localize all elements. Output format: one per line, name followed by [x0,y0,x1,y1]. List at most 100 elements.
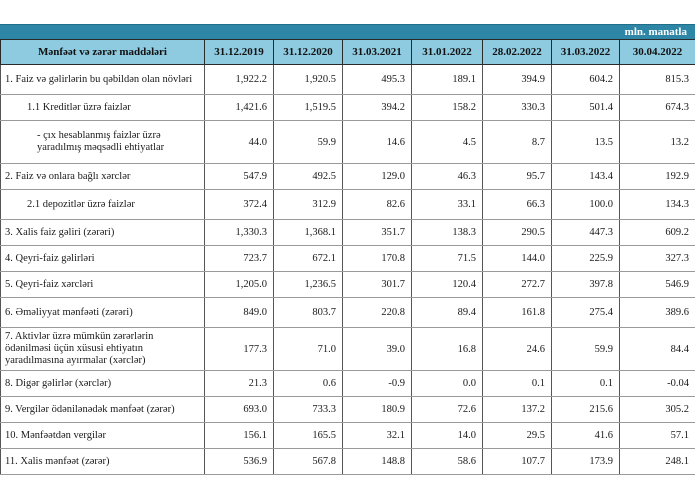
row-value: 1,922.2 [204,64,274,95]
row-value: 100.0 [551,189,620,220]
row-value: 33.1 [411,189,483,220]
row-value: 351.7 [342,219,412,246]
row-value: 604.2 [551,64,620,95]
row-value: 723.7 [204,245,274,272]
row-value: 733.3 [273,396,343,423]
row-value: 492.5 [273,163,343,190]
row-value: 137.2 [482,396,552,423]
row-value: 95.7 [482,163,552,190]
row-value: 0.1 [551,370,620,397]
row-value: 672.1 [273,245,343,272]
header-date-column: 31.03.2022 [551,39,620,65]
row-value: 13.2 [619,120,695,164]
row-value: 275.4 [551,297,620,328]
row-value: 248.1 [619,448,695,475]
row-value: 609.2 [619,219,695,246]
top-strip [0,0,695,9]
row-value: 29.5 [482,422,552,449]
row-value: 389.6 [619,297,695,328]
row-value: 14.6 [342,120,412,164]
table-row: 7. Aktivlər üzrə mümkün zərərlərin ödəni… [0,327,695,371]
row-value: 849.0 [204,297,274,328]
row-value: -0.04 [619,370,695,397]
row-value: 41.6 [551,422,620,449]
row-value: 4.5 [411,120,483,164]
table-row: 1.1 Kreditlər üzrə faizlər 1,421.6 1,519.5… [0,94,695,121]
row-value: 134.3 [619,189,695,220]
row-label: 9. Vergilər ödənilənədək mənfəət (zərər) [0,396,205,423]
row-label: 1.1 Kreditlər üzrə faizlər [0,94,205,121]
table-row: 2.1 depozitlər üzrə faizlər 372.4 312.9 82.… [0,189,695,220]
row-value: 330.3 [482,94,552,121]
row-value: 46.3 [411,163,483,190]
row-value: 1,330.3 [204,219,274,246]
table-row: 4. Qeyri-faiz gəlirləri 723.7 672.1 170.8 71… [0,245,695,272]
row-value: 1,368.1 [273,219,343,246]
row-value: 173.9 [551,448,620,475]
row-value: 59.9 [273,120,343,164]
row-value: 144.0 [482,245,552,272]
row-value: 84.4 [619,327,695,371]
table-row: 3. Xalis faiz gəliri (zərəri) 1,330.3 1,36… [0,219,695,246]
row-value: 71.5 [411,245,483,272]
row-value: 138.3 [411,219,483,246]
row-value: 59.9 [551,327,620,371]
row-label: 5. Qeyri-faiz xərcləri [0,271,205,298]
row-value: 158.2 [411,94,483,121]
unit-label: mln. manatla [624,26,687,38]
table-row: 6. Əməliyyat mənfəəti (zərəri) 849.0 803.7… [0,297,695,328]
header-item-column: Mənfəət və zərər maddələri [0,39,205,65]
row-value: 165.5 [273,422,343,449]
row-value: 0.0 [411,370,483,397]
row-value: 129.0 [342,163,412,190]
row-value: 71.0 [273,327,343,371]
row-value: 547.9 [204,163,274,190]
row-label: 6. Əməliyyat mənfəəti (zərəri) [0,297,205,328]
row-value: 0.6 [273,370,343,397]
row-value: 120.4 [411,271,483,298]
row-value: 189.1 [411,64,483,95]
row-value: 170.8 [342,245,412,272]
table-row: 2. Faiz və onlara bağlı xərclər 547.9 492.… [0,163,695,190]
header-date-column: 30.04.2022 [619,39,695,65]
row-value: 13.5 [551,120,620,164]
row-value: 290.5 [482,219,552,246]
row-value: 1,421.6 [204,94,274,121]
row-value: 394.2 [342,94,412,121]
row-value: 16.8 [411,327,483,371]
row-label: 1. Faiz və gəlirlərin bu qəbildən olan n… [0,64,205,95]
row-value: 72.6 [411,396,483,423]
row-value: 693.0 [204,396,274,423]
row-value: 305.2 [619,396,695,423]
row-value: 89.4 [411,297,483,328]
table-row: 11. Xalis mənfəət (zərər) 536.9 567.8 148.8… [0,448,695,475]
row-value: 58.6 [411,448,483,475]
header-date-column: 31.01.2022 [411,39,483,65]
row-label: 11. Xalis mənfəət (zərər) [0,448,205,475]
table-row: 5. Qeyri-faiz xərcləri 1,205.0 1,236.5 301.… [0,271,695,298]
row-value: 215.6 [551,396,620,423]
table-row: 9. Vergilər ödənilənədək mənfəət (zərər)… [0,396,695,423]
row-value: 192.9 [619,163,695,190]
table-row: 8. Digər gəlirlər (xərclər) 21.3 0.6 -0.9 0.… [0,370,695,397]
row-value: 82.6 [342,189,412,220]
row-value: 8.7 [482,120,552,164]
header-row: Mənfəət və zərər maddələri 31.12.2019 31… [0,39,695,65]
row-value: 180.9 [342,396,412,423]
header-date-column: 28.02.2022 [482,39,552,65]
row-value: 327.3 [619,245,695,272]
row-label: - çıx hesablanmış faizlər üzrə yaradılmı… [0,120,205,164]
row-label: 2. Faiz və onlara bağlı xərclər [0,163,205,190]
row-value: 272.7 [482,271,552,298]
row-label: 10. Mənfəətdən vergilər [0,422,205,449]
row-value: 156.1 [204,422,274,449]
row-value: 24.6 [482,327,552,371]
header-date-column: 31.12.2020 [273,39,343,65]
row-value: 161.8 [482,297,552,328]
row-value: 1,920.5 [273,64,343,95]
unit-bar: mln. manatla [0,24,695,40]
row-value: 312.9 [273,189,343,220]
row-value: 148.8 [342,448,412,475]
row-value: 815.3 [619,64,695,95]
row-value: 21.3 [204,370,274,397]
